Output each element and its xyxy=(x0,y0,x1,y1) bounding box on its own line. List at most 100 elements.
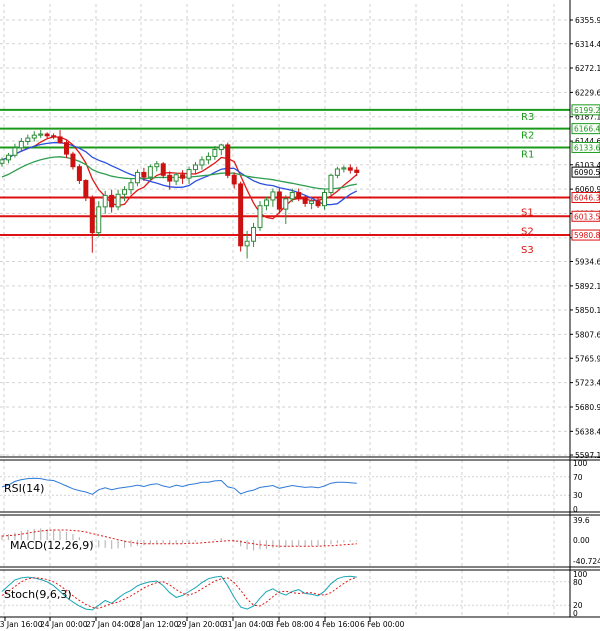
candle xyxy=(109,189,115,213)
candle xyxy=(38,130,44,139)
price-tag-text: 6046.32 xyxy=(574,193,600,202)
candle xyxy=(31,131,37,142)
candle-body xyxy=(328,174,334,194)
candle-body xyxy=(25,137,31,142)
candle-body xyxy=(296,192,302,200)
stoch-main-line xyxy=(1,575,357,611)
candle xyxy=(309,198,315,210)
rsi-tick-label: 100 xyxy=(573,459,588,468)
candle-body xyxy=(141,171,147,178)
candle xyxy=(83,179,89,202)
level-price-tag: 6013.56 xyxy=(571,210,600,222)
candle-body xyxy=(334,168,340,176)
y-tick-label: 6272.15 xyxy=(575,64,600,73)
candle-body xyxy=(283,198,289,210)
y-tick-label: 6355.90 xyxy=(575,16,600,25)
price-tag-box xyxy=(571,229,600,241)
candle-body xyxy=(193,164,198,171)
candle xyxy=(186,166,192,184)
rsi-tick-label: 30 xyxy=(573,491,583,500)
candle-body xyxy=(160,163,166,176)
candle xyxy=(167,171,173,190)
price-tag-box xyxy=(571,191,600,203)
candle xyxy=(315,197,321,208)
candle xyxy=(244,230,250,259)
y-tick-label: 5597.15 xyxy=(575,451,600,460)
candle xyxy=(347,164,353,174)
candle-body xyxy=(205,155,211,161)
candle-body xyxy=(31,134,37,139)
y-tick-label: 6144.65 xyxy=(575,137,600,146)
candle xyxy=(238,181,244,252)
price-tag-text: 6166.40 xyxy=(574,125,600,134)
level-label-r2: R2 xyxy=(521,131,534,142)
candle-body xyxy=(238,183,244,247)
candle-body xyxy=(309,200,315,204)
candle xyxy=(341,165,347,173)
candle-body xyxy=(231,174,237,185)
price-panel: R3 R2 R1 S1 S2 S3 xyxy=(0,108,570,259)
candle-body xyxy=(115,193,121,208)
macd-tick-label: -40.724 xyxy=(573,557,600,566)
candle-body xyxy=(44,133,50,137)
candle-body xyxy=(212,149,218,157)
price-tag-box xyxy=(571,123,600,135)
candle-body xyxy=(109,194,115,208)
candle-body xyxy=(354,169,360,173)
y-tick-label: 5850.15 xyxy=(575,306,600,315)
y-tick-label: 5680.90 xyxy=(575,403,600,412)
macd-panel: MACD(12,26,9) xyxy=(1,528,358,552)
candle-body xyxy=(218,144,224,151)
x-tick-label: 24 Jan 00:00 xyxy=(40,620,88,629)
y-tick-label: 5723.40 xyxy=(575,379,600,388)
price-tag-text: 5980.80 xyxy=(574,231,600,240)
candle-body xyxy=(180,174,186,179)
macd-title: MACD(12,26,9) xyxy=(10,539,94,552)
candle xyxy=(180,170,186,184)
rsi-line xyxy=(1,477,357,495)
level-price-tag: 6166.40 xyxy=(571,123,600,135)
candle xyxy=(154,160,160,172)
rsi-panel: RSI(14) xyxy=(0,476,570,496)
candle-body xyxy=(347,167,353,171)
candle xyxy=(134,169,140,187)
x-tick-label: 4 Feb 16:00 xyxy=(315,620,360,629)
candle-body xyxy=(64,142,69,155)
candle xyxy=(276,188,282,214)
candle xyxy=(141,167,147,182)
candle xyxy=(0,157,5,167)
y-tick-label: 5765.90 xyxy=(575,354,600,363)
level-label-s3: S3 xyxy=(521,245,534,256)
candle-body xyxy=(89,197,95,234)
price-tag-box xyxy=(571,141,600,153)
candle xyxy=(12,143,18,158)
candle xyxy=(231,172,237,189)
candle-body xyxy=(263,199,269,207)
candle-body xyxy=(244,240,250,247)
stoch-tick-label: 80 xyxy=(573,578,583,587)
candle xyxy=(218,143,224,156)
candle-body xyxy=(0,159,5,164)
candle xyxy=(257,201,263,231)
candle xyxy=(44,132,50,139)
current-price-tag: 6090.58 xyxy=(571,166,600,178)
candle-body xyxy=(57,136,63,144)
candle xyxy=(160,162,166,179)
y-tick-label: 6314.45 xyxy=(575,40,600,49)
grid xyxy=(0,4,570,617)
candle-body xyxy=(186,169,192,179)
candle xyxy=(128,178,134,195)
candle-body xyxy=(270,191,276,201)
candle xyxy=(57,130,63,144)
candle-body xyxy=(5,154,11,161)
macd-tick-label: 0.00 xyxy=(573,536,590,545)
macd-tick-label: 39.6 xyxy=(573,516,590,525)
candle-body xyxy=(302,198,308,204)
candle-body xyxy=(173,174,179,182)
candle xyxy=(51,133,57,140)
y-tick-label: 6187.15 xyxy=(575,113,600,122)
candle xyxy=(199,156,205,170)
price-tag-text: 6199.20 xyxy=(574,106,600,115)
candle-body xyxy=(257,205,263,228)
